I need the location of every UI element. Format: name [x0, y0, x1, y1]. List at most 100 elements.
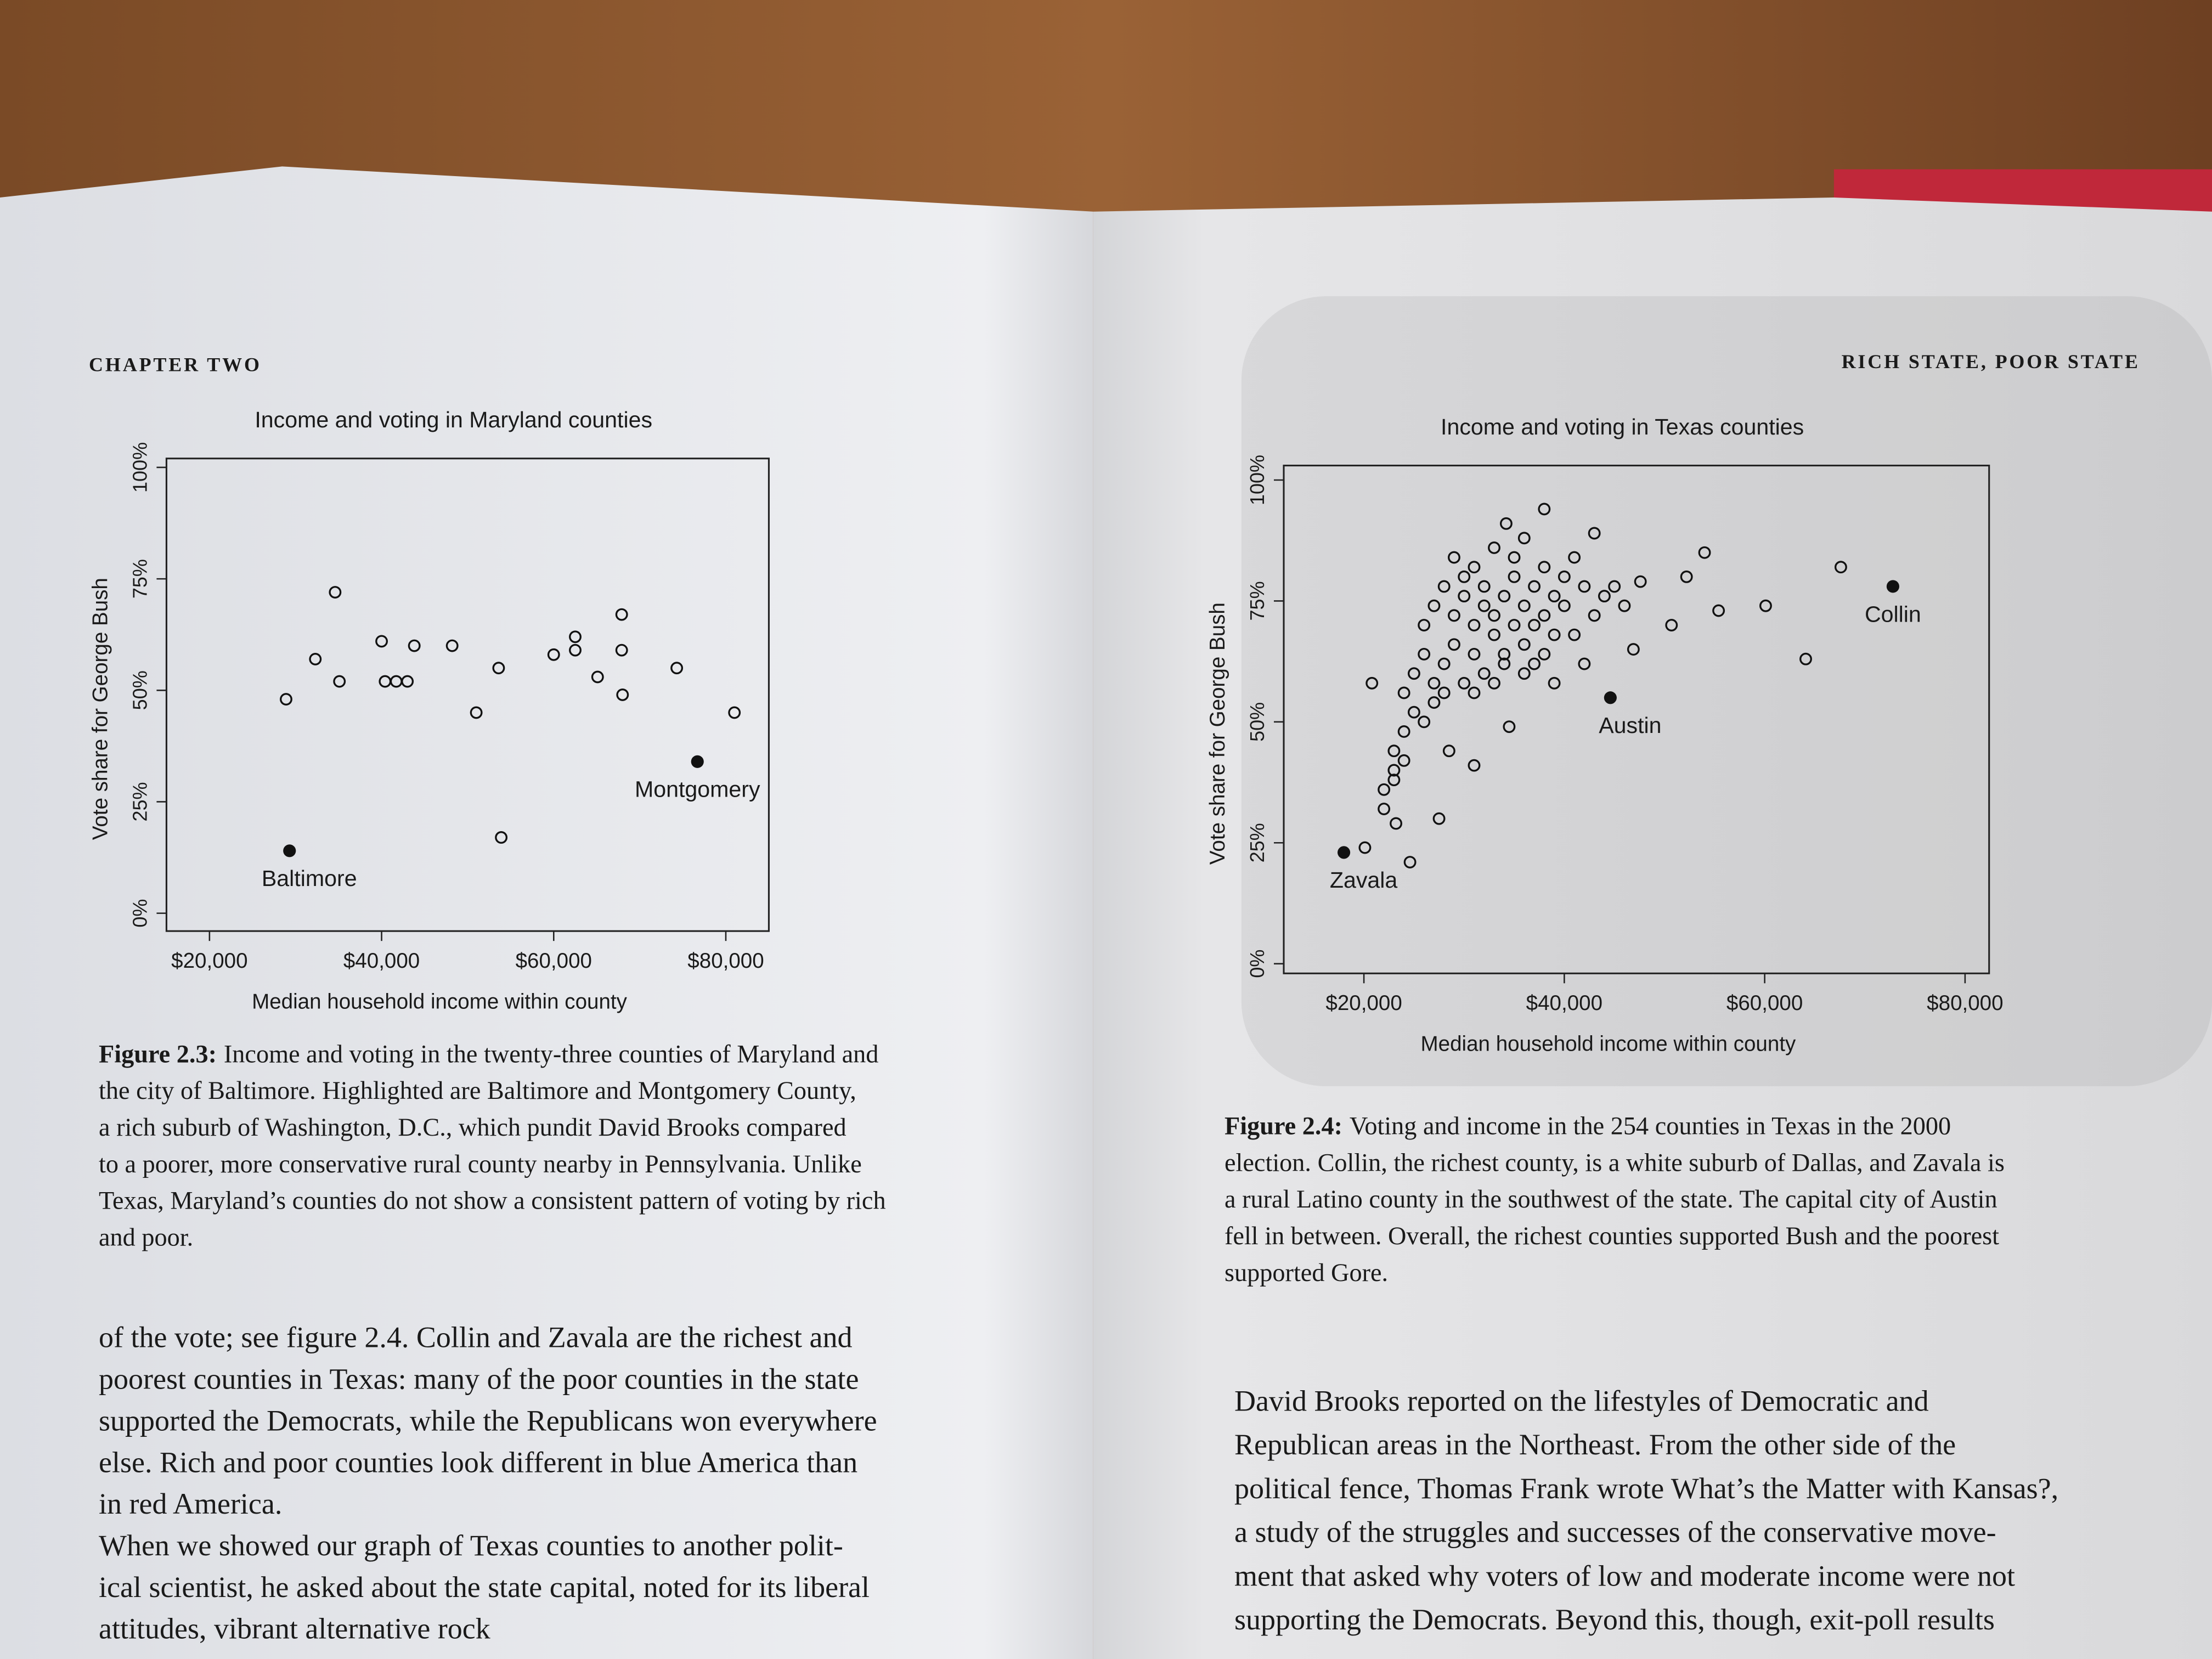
y-tick-label: 75% — [128, 559, 151, 599]
point — [1618, 599, 1631, 612]
text-line: and poor. — [99, 1224, 193, 1252]
text-line: supporting the Democrats. Beyond this, t… — [1234, 1603, 1995, 1636]
point — [1458, 590, 1471, 603]
point — [547, 648, 560, 661]
point — [1517, 599, 1531, 612]
y-tick-label: 50% — [128, 670, 151, 710]
point — [1387, 764, 1401, 777]
point — [1387, 774, 1401, 787]
point — [1458, 570, 1471, 583]
x-axis-label: Median household income within county — [1421, 1032, 1797, 1056]
point — [1578, 580, 1591, 593]
x-tick-label: $80,000 — [687, 949, 764, 973]
text-line: attitudes, vibrant alternative rock — [99, 1612, 490, 1645]
point — [1390, 817, 1402, 830]
y-tick-label: 75% — [1246, 581, 1268, 620]
point — [1627, 643, 1640, 656]
point — [1548, 628, 1561, 641]
point — [1488, 541, 1500, 554]
text-line: in red America. — [99, 1487, 282, 1520]
point — [1468, 647, 1481, 661]
point — [1468, 686, 1481, 699]
point — [1407, 706, 1420, 719]
point-label: Zavala — [1330, 867, 1398, 893]
point — [1538, 561, 1551, 574]
text-line: the city of Baltimore. Highlighted are B… — [99, 1077, 856, 1105]
point — [1448, 609, 1460, 622]
point — [1548, 676, 1561, 690]
text-line: ment that asked why voters of low and mo… — [1234, 1559, 2015, 1592]
point — [1448, 638, 1460, 651]
point — [495, 831, 508, 844]
caption-label: Figure 2.4: — [1224, 1112, 1342, 1140]
point — [1498, 647, 1511, 661]
x-tick-label: $60,000 — [516, 949, 592, 973]
point — [1665, 619, 1678, 631]
point — [1517, 638, 1531, 651]
point — [1488, 628, 1500, 641]
x-tick-label: $40,000 — [343, 949, 420, 973]
y-axis-label: Vote share for George Bush — [1206, 602, 1229, 865]
x-tick-label: $80,000 — [1927, 991, 2003, 1015]
text-line: of the vote; see figure 2.4. Collin and … — [99, 1321, 853, 1354]
highlighted-point — [691, 755, 704, 768]
point — [1538, 609, 1551, 622]
point — [1397, 686, 1410, 699]
text-line: fell in between. Overall, the richest co… — [1224, 1222, 1999, 1250]
point — [1634, 575, 1647, 588]
point — [1588, 609, 1601, 622]
y-tick-label: 50% — [1246, 702, 1268, 742]
point — [615, 644, 628, 657]
point — [1548, 590, 1561, 603]
shadow — [1241, 296, 2212, 1086]
point — [1508, 619, 1521, 631]
point — [1488, 676, 1500, 690]
plot-frame — [165, 458, 770, 932]
point-label: Montgomery — [635, 777, 760, 802]
caption-text: Income and voting in the twenty-three co… — [224, 1040, 879, 1068]
text-line: a study of the struggles and successes o… — [1234, 1516, 1996, 1549]
text-line: a rural Latino county in the southwest o… — [1224, 1186, 1997, 1214]
text-line: ical scientist, he asked about the state… — [99, 1571, 870, 1604]
point — [1477, 667, 1491, 680]
y-tick-label: 0% — [1246, 950, 1268, 978]
point — [1558, 599, 1571, 612]
point — [445, 639, 459, 652]
point — [375, 635, 388, 648]
point — [616, 688, 629, 701]
point — [1834, 561, 1847, 574]
point — [492, 662, 505, 675]
y-tick-label: 25% — [1246, 823, 1268, 862]
point — [1468, 619, 1481, 631]
point — [569, 644, 582, 657]
point — [1608, 580, 1621, 593]
point — [401, 675, 414, 688]
point — [1503, 720, 1516, 733]
point — [1598, 590, 1611, 603]
point — [1458, 676, 1471, 690]
point — [1365, 676, 1379, 690]
text-line: Texas, Maryland’s counties do not show a… — [99, 1187, 886, 1215]
text-line: supported the Democrats, while the Repub… — [99, 1404, 877, 1437]
point — [1427, 599, 1441, 612]
point — [591, 670, 604, 684]
point — [1397, 725, 1410, 738]
x-tick-label: $60,000 — [1726, 991, 1803, 1015]
point — [1680, 570, 1693, 583]
highlighted-point — [283, 844, 296, 857]
page-header: CHAPTER TWO — [89, 353, 262, 375]
caption-text: Voting and income in the 254 counties in… — [1350, 1112, 1951, 1140]
point — [1437, 657, 1451, 670]
x-tick-label: $20,000 — [171, 949, 247, 973]
point — [1427, 676, 1441, 690]
point — [1799, 652, 1812, 665]
point — [1528, 619, 1541, 631]
point — [1498, 657, 1511, 670]
text-line: David Brooks reported on the lifestyles … — [1234, 1384, 1929, 1417]
point — [408, 639, 421, 652]
point — [1528, 580, 1541, 593]
point-label: Collin — [1865, 601, 1921, 627]
text-line: election. Collin, the richest county, is… — [1224, 1149, 2005, 1177]
y-tick-label: 0% — [128, 899, 151, 928]
point — [1418, 715, 1431, 729]
